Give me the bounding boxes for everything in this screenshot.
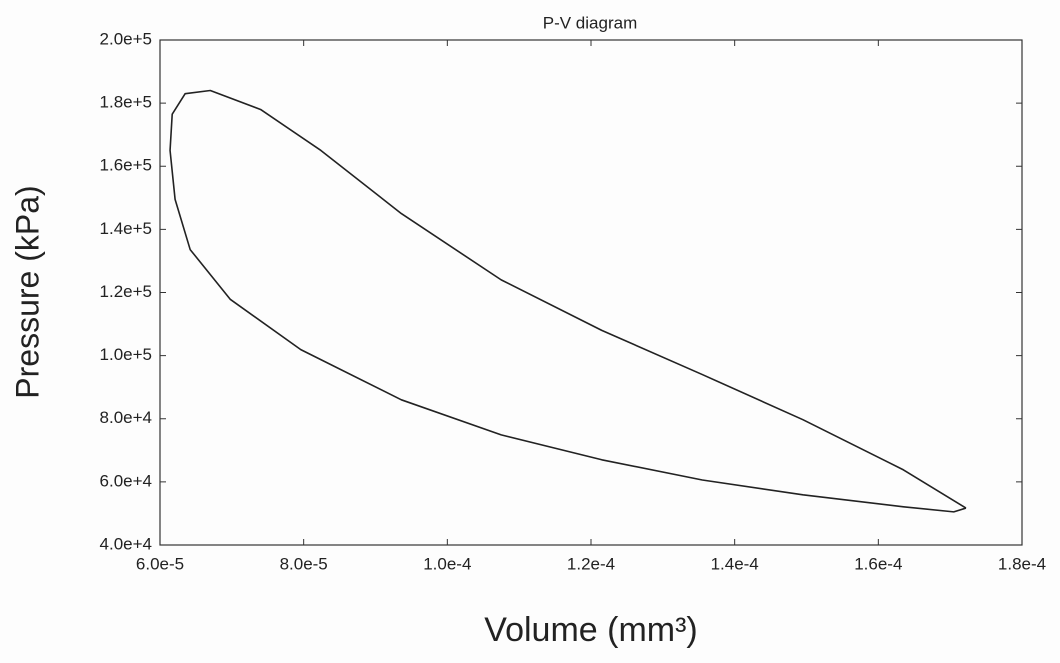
y-tick-label: 2.0e+5 (100, 29, 152, 48)
y-tick-label: 6.0e+4 (100, 471, 152, 490)
y-tick-label: 1.4e+5 (100, 219, 152, 238)
pv-curve (169, 89, 967, 513)
x-tick-label: 1.0e-4 (423, 554, 471, 573)
y-axis-label: Pressure (kPa) (9, 185, 45, 398)
y-tick-label: 1.8e+5 (100, 93, 152, 112)
x-tick-label: 1.6e-4 (854, 554, 902, 573)
x-tick-label: 1.8e-4 (998, 554, 1046, 573)
x-tick-label: 8.0e-5 (280, 554, 328, 573)
x-tick-label: 1.4e-4 (711, 554, 759, 573)
chart-title: P-V diagram (543, 13, 637, 32)
y-tick-label: 1.2e+5 (100, 282, 152, 301)
y-tick-label: 8.0e+4 (100, 408, 152, 427)
y-tick-label: 4.0e+4 (100, 534, 152, 553)
x-tick-label: 1.2e-4 (567, 554, 615, 573)
x-tick-label: 6.0e-5 (136, 554, 184, 573)
y-tick-label: 1.6e+5 (100, 156, 152, 175)
y-tick-label: 1.0e+5 (100, 345, 152, 364)
x-axis-label: Volume (mm³) (484, 611, 697, 649)
